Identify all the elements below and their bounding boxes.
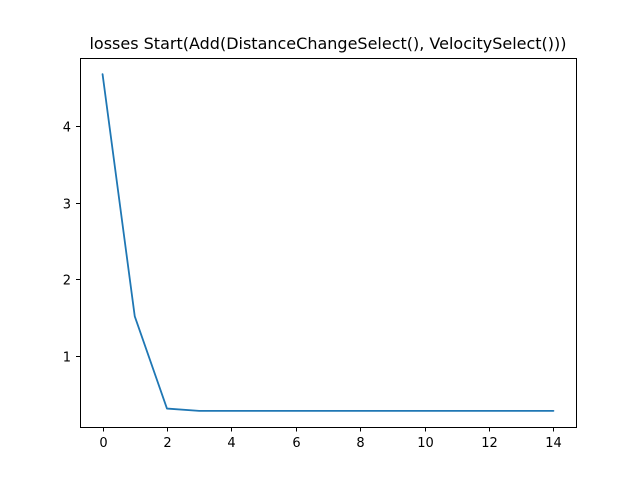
x-tick-label: 12 bbox=[481, 436, 498, 451]
x-tick-label: 10 bbox=[417, 436, 434, 451]
chart-title: losses Start(Add(DistanceChangeSelect(),… bbox=[89, 34, 566, 53]
axis-layer bbox=[80, 58, 577, 428]
x-tick-label: 6 bbox=[292, 436, 300, 451]
y-tick-label: 2 bbox=[63, 274, 71, 289]
x-tick-label: 14 bbox=[545, 436, 562, 451]
x-tick-label: 2 bbox=[163, 436, 171, 451]
series-line-0 bbox=[101, 73, 555, 412]
y-tick-label: 4 bbox=[63, 121, 71, 136]
plot-frame bbox=[80, 58, 577, 428]
y-tick-label: 3 bbox=[63, 198, 71, 213]
y-axis-ticks: 1 2 3 4 bbox=[63, 121, 81, 366]
series-layer bbox=[101, 73, 555, 412]
y-tick-label: 1 bbox=[63, 351, 71, 366]
x-tick-label: 4 bbox=[227, 436, 235, 451]
x-tick-label: 0 bbox=[99, 436, 107, 451]
x-tick-label: 8 bbox=[356, 436, 364, 451]
x-axis-ticks: 0 2 4 6 8 10 12 14 bbox=[99, 427, 562, 451]
